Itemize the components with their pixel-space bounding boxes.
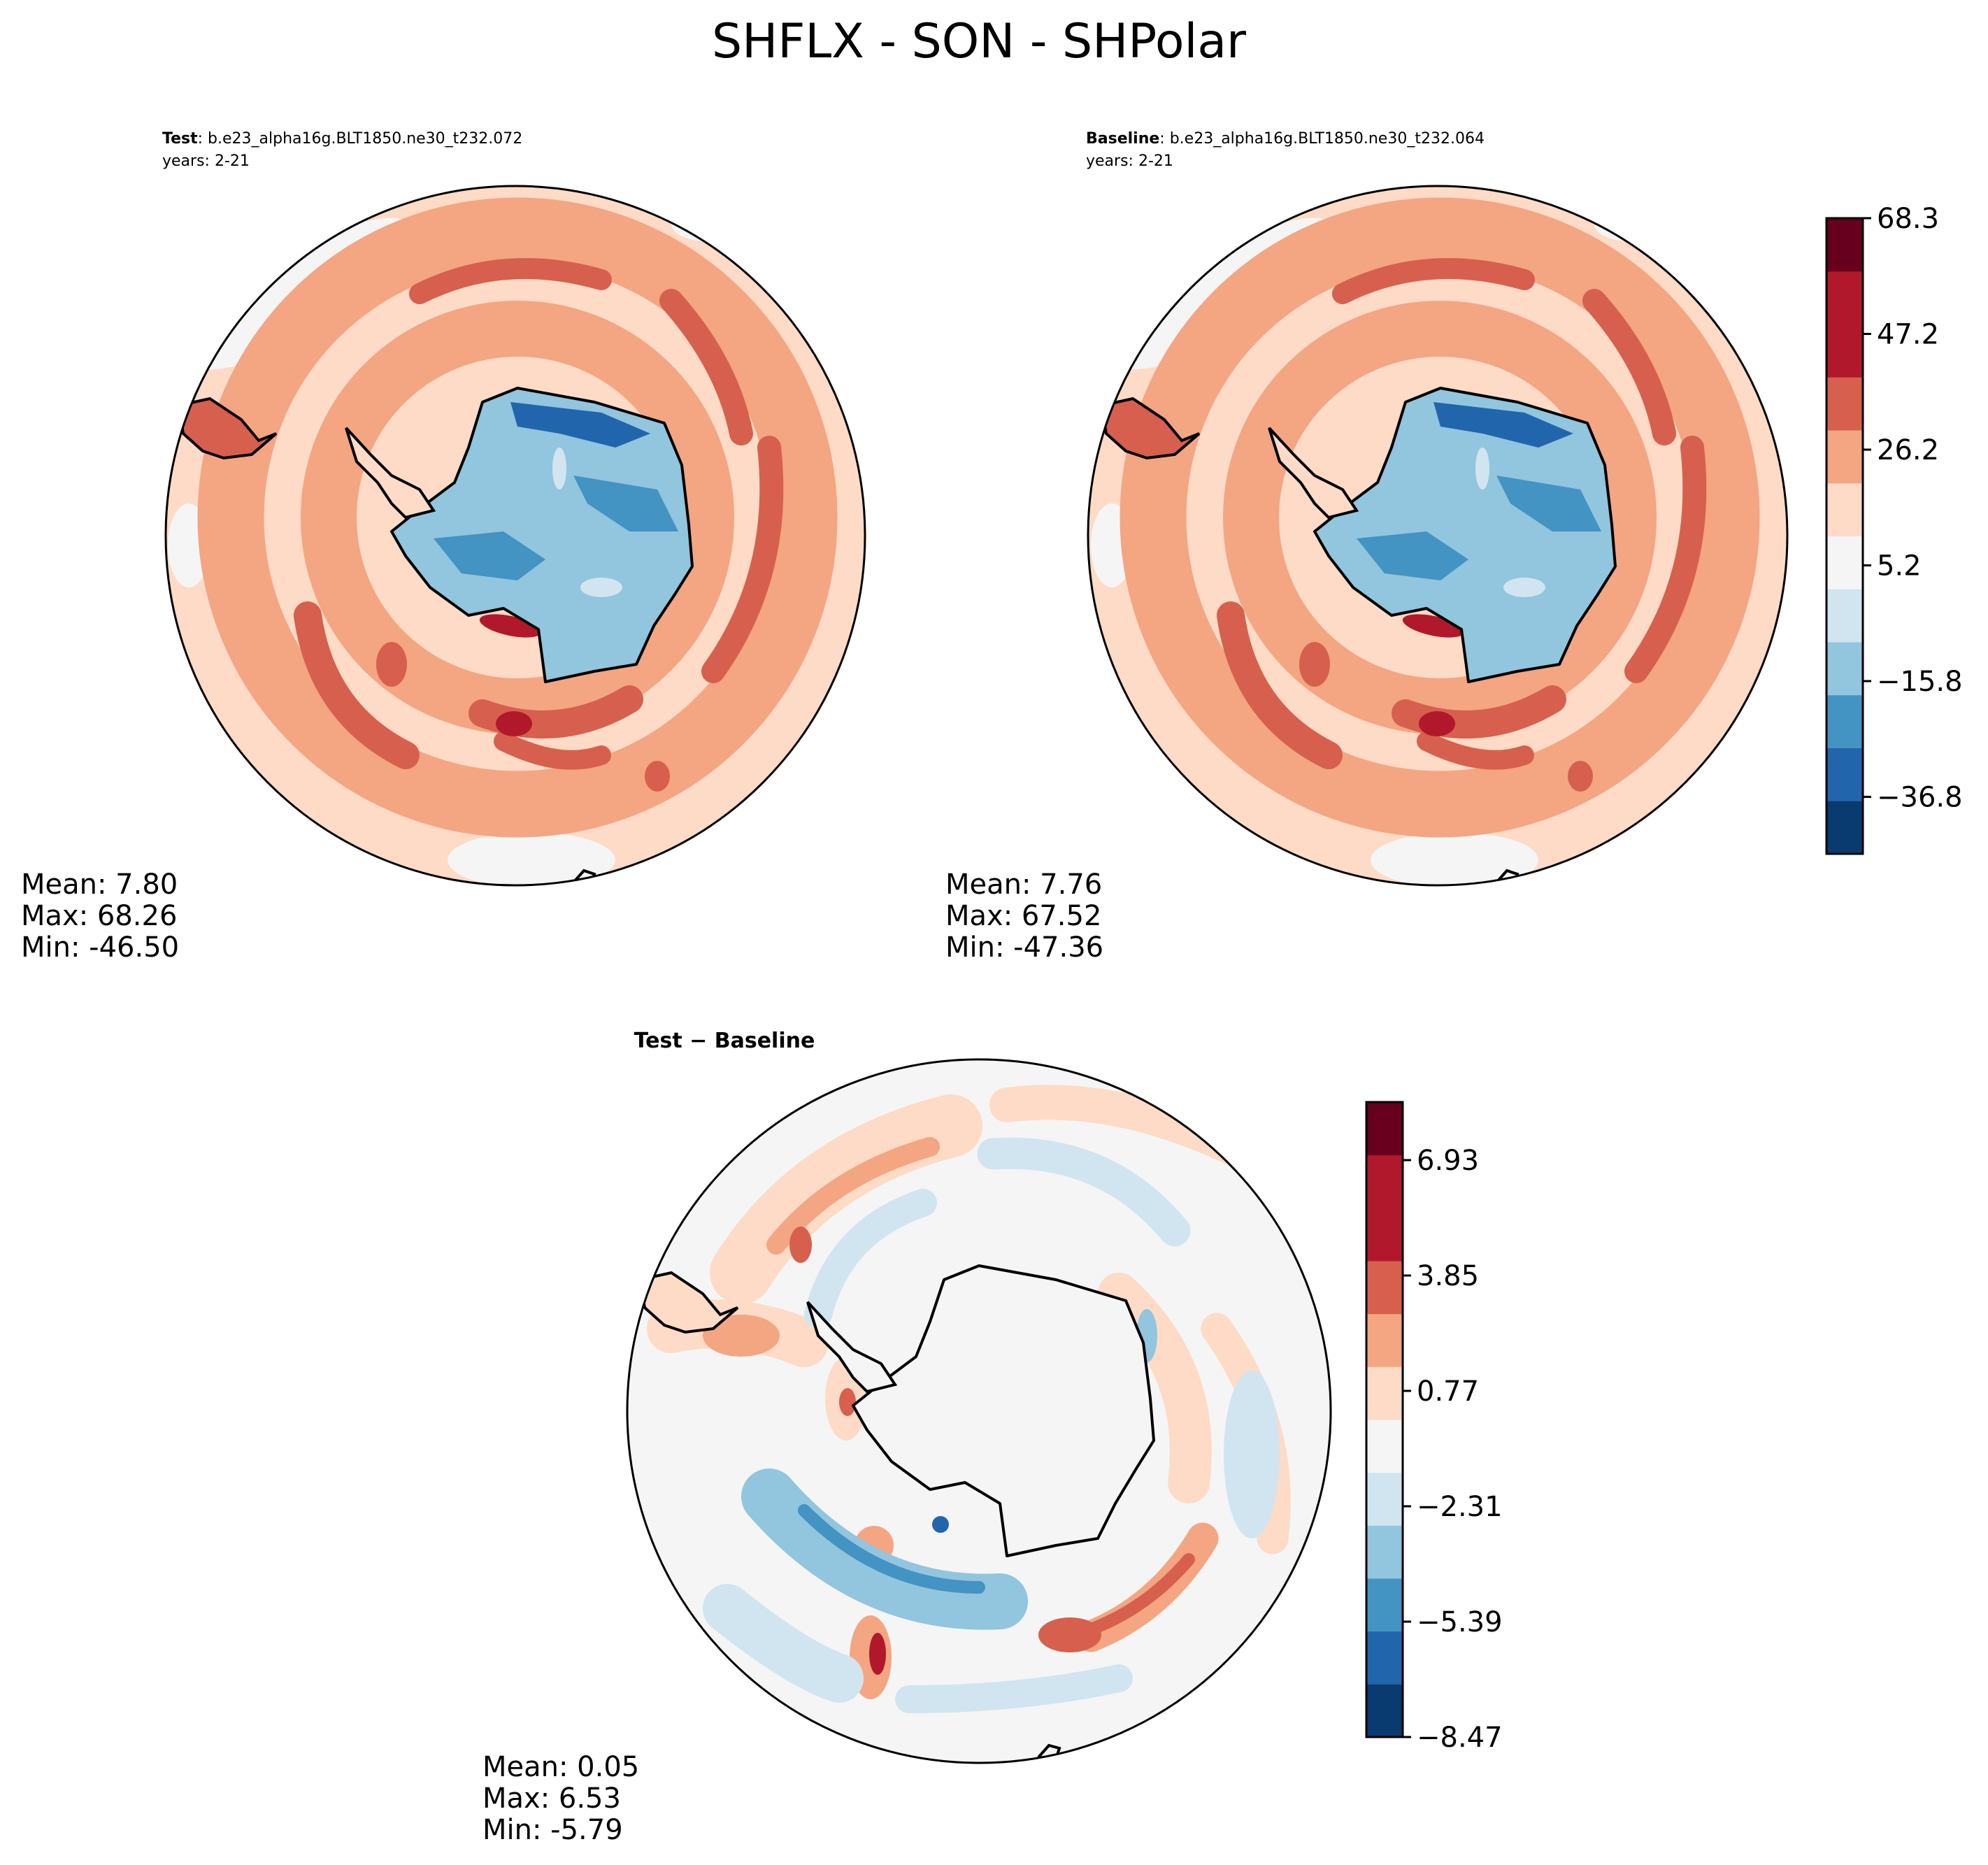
main-colorbar-level-11 bbox=[1826, 218, 1863, 272]
test-map bbox=[166, 186, 865, 885]
test-panel: Test: b.e23_alpha16g.BLT1850.ne30_t232.0… bbox=[21, 130, 866, 964]
test-panel-header: Test: b.e23_alpha16g.BLT1850.ne30_t232.0… bbox=[162, 130, 522, 148]
main-colorbar-tick-label: 26.2 bbox=[1877, 434, 1939, 466]
diff-colorbar-level-3 bbox=[1366, 1525, 1403, 1579]
test-antarctica bbox=[345, 387, 694, 683]
diff-colorbar-level-1 bbox=[1366, 1631, 1403, 1685]
diff-colorbar-level-2 bbox=[1366, 1578, 1403, 1632]
diff-colorbar-tick-label: −2.31 bbox=[1417, 1491, 1503, 1523]
diff-colorbar-level-5 bbox=[1366, 1420, 1403, 1473]
main-colorbar-tick-label: 68.3 bbox=[1877, 203, 1939, 235]
diff-colorbar-tick-label: 3.85 bbox=[1417, 1260, 1479, 1292]
baseline-case-name: : b.e23_alpha16g.BLT1850.ne30_t232.064 bbox=[1159, 130, 1485, 148]
diff-title: Test − Baseline bbox=[634, 1029, 815, 1053]
test-label: Test bbox=[162, 130, 198, 148]
main-colorbar-level-9 bbox=[1826, 324, 1863, 378]
test-mean: Mean: 7.80 bbox=[21, 869, 178, 901]
main-colorbar-level-7 bbox=[1826, 430, 1863, 484]
baseline-label: Baseline bbox=[1086, 130, 1159, 148]
baseline-antarctica bbox=[1268, 387, 1617, 683]
main-colorbar-tick-label: 5.2 bbox=[1877, 550, 1922, 583]
diff-colorbar-tick-label: 0.77 bbox=[1417, 1375, 1479, 1408]
diff-colorbar-level-0 bbox=[1366, 1684, 1403, 1738]
main-colorbar: 68.3 47.2 26.2 5.2 −15.8 −36.8 bbox=[1825, 203, 1963, 855]
diff-colorbar-level-11 bbox=[1366, 1102, 1403, 1156]
test-case-name: : b.e23_alpha16g.BLT1850.ne30_t232.072 bbox=[198, 130, 523, 148]
test-min: Min: -46.50 bbox=[21, 931, 179, 964]
main-colorbar-tick-label: 47.2 bbox=[1877, 319, 1939, 351]
test-map-boundary bbox=[164, 185, 866, 887]
main-colorbar-level-6 bbox=[1826, 483, 1863, 536]
main-colorbar-level-4 bbox=[1826, 589, 1863, 643]
baseline-years: years: 2-21 bbox=[1086, 152, 1173, 170]
test-years: years: 2-21 bbox=[162, 152, 250, 170]
diff-colorbar-tick-label: 6.93 bbox=[1417, 1145, 1479, 1177]
main-colorbar-level-0 bbox=[1826, 801, 1863, 855]
main-colorbar-tick-label: −36.8 bbox=[1877, 782, 1963, 814]
diff-colorbar-tick-label: −5.39 bbox=[1417, 1606, 1503, 1638]
main-colorbar-tick-label: −15.8 bbox=[1877, 666, 1963, 698]
main-colorbar-level-8 bbox=[1826, 377, 1863, 431]
diff-colorbar-level-4 bbox=[1366, 1472, 1403, 1526]
baseline-min: Min: -47.36 bbox=[945, 931, 1103, 964]
main-colorbar-level-2 bbox=[1826, 694, 1863, 748]
test-max: Max: 68.26 bbox=[21, 900, 177, 932]
diff-max: Max: 6.53 bbox=[482, 1782, 621, 1815]
diff-colorbar-tick-label: −8.47 bbox=[1417, 1722, 1503, 1754]
diff-map-boundary bbox=[626, 1058, 1332, 1764]
diff-min: Min: -5.79 bbox=[482, 1814, 623, 1846]
baseline-map-boundary bbox=[1087, 185, 1789, 887]
diff-colorbar-level-10 bbox=[1366, 1155, 1403, 1208]
main-colorbar-level-5 bbox=[1826, 536, 1863, 589]
diff-panel: Test − Baseline bbox=[482, 1029, 1332, 1846]
baseline-map bbox=[1088, 186, 1787, 885]
baseline-mean: Mean: 7.76 bbox=[945, 869, 1102, 901]
baseline-max: Max: 67.52 bbox=[945, 900, 1101, 932]
main-colorbar-level-1 bbox=[1826, 748, 1863, 801]
main-colorbar-level-3 bbox=[1826, 642, 1863, 696]
diff-colorbar-level-9 bbox=[1366, 1208, 1403, 1262]
main-colorbar-frame bbox=[1825, 217, 1864, 855]
diff-colorbar-level-8 bbox=[1366, 1261, 1403, 1315]
diff-map bbox=[627, 1059, 1331, 1763]
baseline-panel-header: Baseline: b.e23_alpha16g.BLT1850.ne30_t2… bbox=[1086, 130, 1485, 148]
baseline-panel: Baseline: b.e23_alpha16g.BLT1850.ne30_t2… bbox=[945, 130, 1789, 964]
diff-colorbar-level-6 bbox=[1366, 1366, 1403, 1420]
diff-colorbar: 6.93 3.85 0.77 −2.31 −5.39 −8.47 bbox=[1365, 1101, 1503, 1754]
diff-colorbar-level-7 bbox=[1366, 1313, 1403, 1367]
figure-title: SHFLX - SON - SHPolar bbox=[712, 14, 1246, 69]
diff-antarctica bbox=[806, 1264, 1155, 1557]
main-colorbar-level-10 bbox=[1826, 271, 1863, 324]
diff-colorbar-frame bbox=[1365, 1101, 1404, 1738]
diff-mean: Mean: 0.05 bbox=[482, 1751, 639, 1783]
